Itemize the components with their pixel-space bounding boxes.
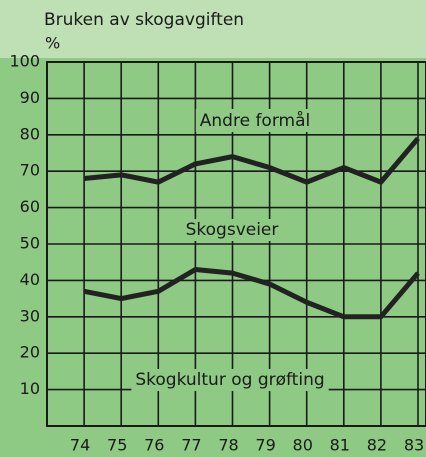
area-label-bg: [181, 219, 283, 241]
y-tick-label: 90: [20, 88, 40, 107]
y-tick-label: 70: [20, 161, 40, 180]
y-tick-label: 40: [20, 270, 40, 289]
x-tick-label: 82: [367, 436, 387, 455]
area-label-bg: [131, 369, 329, 391]
x-tick-label: 81: [330, 436, 350, 455]
x-tick-label: 76: [144, 436, 164, 455]
x-tick-label: 75: [107, 436, 127, 455]
area-label: Skogsveier: [186, 220, 279, 240]
y-tick-label: 30: [20, 306, 40, 325]
y-tick-label: 100: [9, 52, 40, 71]
x-tick-label: 83: [404, 436, 424, 455]
y-tick-label: 60: [20, 197, 40, 216]
series-line: [83, 266, 420, 320]
y-tick-label: 10: [20, 379, 40, 398]
area-label: Skogkultur og grøfting: [135, 370, 324, 390]
x-tick-label: 79: [255, 436, 275, 455]
area-label-bg: [195, 109, 315, 132]
header-band: [0, 0, 426, 58]
y-axis-label: %: [45, 34, 60, 53]
area-label: Andre formål: [200, 110, 310, 131]
y-tick-label: 50: [20, 234, 40, 253]
x-tick-label: 78: [218, 436, 238, 455]
chart-title: Bruken av skogavgiften: [44, 10, 244, 30]
x-tick-label: 74: [70, 436, 90, 455]
series-line: [83, 136, 420, 185]
y-tick-label: 80: [20, 124, 40, 143]
x-tick-label: 77: [181, 436, 201, 455]
y-tick-label: 20: [20, 343, 40, 362]
x-tick-label: 80: [293, 436, 313, 455]
